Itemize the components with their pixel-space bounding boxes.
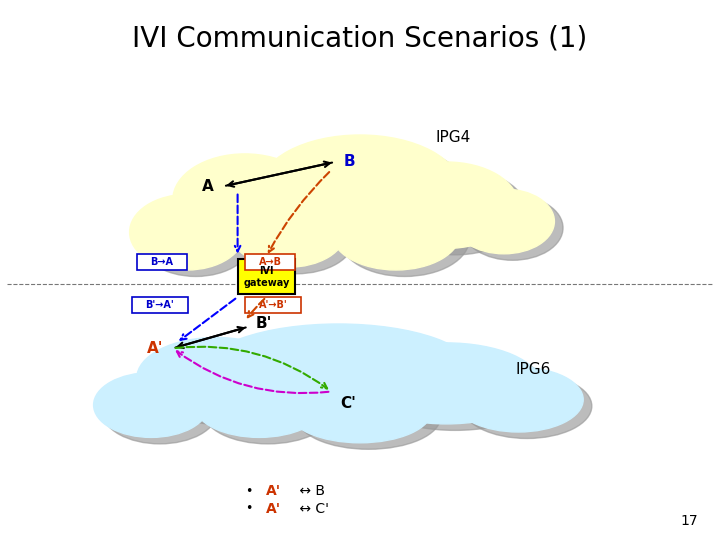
Text: A'→B': A'→B': [258, 300, 287, 310]
FancyBboxPatch shape: [132, 297, 188, 313]
Ellipse shape: [137, 338, 295, 418]
Text: C': C': [340, 396, 356, 411]
FancyBboxPatch shape: [137, 254, 187, 270]
Text: ↔ C': ↔ C': [295, 502, 329, 516]
Ellipse shape: [288, 378, 432, 443]
Ellipse shape: [138, 201, 253, 276]
Ellipse shape: [210, 330, 484, 428]
Text: A': A': [266, 502, 282, 516]
FancyBboxPatch shape: [238, 259, 295, 294]
Text: ↔ B: ↔ B: [295, 484, 325, 498]
Ellipse shape: [259, 135, 461, 243]
Ellipse shape: [383, 168, 527, 255]
Ellipse shape: [173, 154, 317, 246]
Text: A→B: A→B: [258, 257, 282, 267]
Ellipse shape: [454, 189, 554, 254]
Ellipse shape: [202, 324, 475, 421]
Text: B: B: [343, 154, 355, 170]
Ellipse shape: [181, 160, 325, 252]
Ellipse shape: [130, 194, 245, 270]
Text: 17: 17: [681, 514, 698, 528]
Ellipse shape: [353, 343, 540, 424]
Text: A: A: [202, 179, 214, 194]
Ellipse shape: [194, 373, 324, 437]
Text: B→A: B→A: [150, 257, 174, 267]
Ellipse shape: [230, 197, 346, 267]
Ellipse shape: [239, 204, 354, 274]
Ellipse shape: [454, 367, 583, 432]
Ellipse shape: [145, 344, 304, 425]
Text: •: •: [245, 485, 252, 498]
Ellipse shape: [297, 384, 441, 449]
FancyBboxPatch shape: [245, 254, 295, 270]
Text: •: •: [245, 502, 252, 515]
Text: B'→A': B'→A': [145, 300, 174, 310]
Ellipse shape: [374, 162, 518, 248]
Ellipse shape: [203, 379, 333, 444]
Ellipse shape: [361, 349, 549, 430]
Text: IVI
gateway: IVI gateway: [243, 266, 289, 287]
Ellipse shape: [462, 374, 592, 438]
Ellipse shape: [331, 194, 461, 270]
Text: A': A': [266, 484, 282, 498]
Ellipse shape: [340, 201, 469, 276]
Ellipse shape: [268, 141, 469, 249]
Text: A': A': [147, 341, 163, 356]
FancyBboxPatch shape: [245, 297, 301, 313]
Text: IPG6: IPG6: [515, 362, 551, 377]
Ellipse shape: [94, 373, 209, 437]
Ellipse shape: [462, 195, 563, 260]
Text: IPG4: IPG4: [436, 130, 471, 145]
Ellipse shape: [102, 379, 217, 444]
Text: B': B': [256, 316, 272, 332]
Text: IVI Communication Scenarios (1): IVI Communication Scenarios (1): [132, 24, 588, 52]
